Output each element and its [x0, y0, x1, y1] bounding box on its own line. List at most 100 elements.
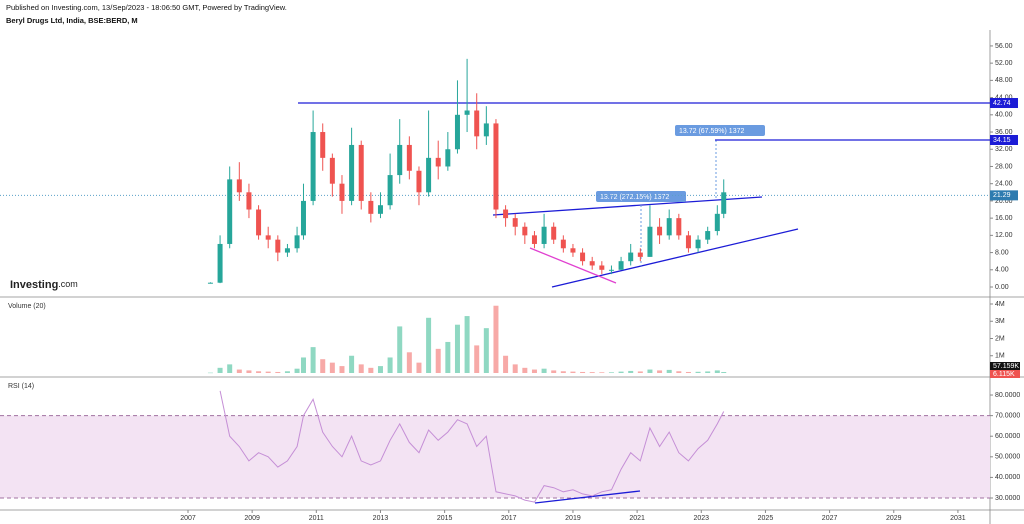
candle-body [300, 200, 306, 236]
candle-body [551, 226, 557, 240]
candle-body [227, 179, 233, 244]
x-tick-label: 2007 [180, 515, 196, 522]
y-tick-label: 28.00 [995, 163, 1013, 170]
x-tick-label: 2031 [950, 515, 966, 522]
y-tick-label: 1M [995, 353, 1005, 360]
logo-suffix: .com [58, 279, 78, 289]
candle-body [608, 269, 614, 271]
volume-bar [522, 367, 528, 373]
candle-body [676, 218, 682, 236]
volume-bar [300, 357, 306, 373]
candle-body [207, 282, 213, 284]
level-label-bg [990, 98, 1018, 109]
volume-bar [284, 371, 290, 373]
last-price-bg [990, 190, 1018, 201]
x-tick-label: 2013 [373, 515, 389, 522]
y-tick-label: 60.0000 [995, 433, 1020, 440]
x-tick-label: 2017 [501, 515, 517, 522]
y-tick-label: 40.00 [995, 112, 1013, 119]
volume-bar [666, 369, 672, 373]
y-tick-label: 24.00 [995, 181, 1013, 188]
volume-bar [551, 370, 557, 373]
candle-body [541, 226, 547, 244]
volume-bar [714, 370, 720, 373]
candle-body [294, 235, 300, 249]
candle-body [657, 226, 663, 236]
candle-body [685, 235, 691, 249]
candle-body [217, 243, 223, 283]
candle-body [666, 218, 672, 236]
volume-bar [580, 371, 586, 373]
volume-bar [294, 368, 300, 373]
y-tick-label: 2M [995, 335, 1005, 342]
volume-bar [512, 364, 518, 373]
volume-bar [657, 370, 663, 373]
x-tick-label: 2019 [565, 515, 581, 522]
volume-bar [464, 316, 470, 373]
candle-body [358, 144, 364, 201]
candle-body [320, 132, 326, 158]
last-price-label: 21.29 [993, 192, 1011, 199]
x-tick-label: 2021 [629, 515, 645, 522]
volume-bar [589, 372, 595, 373]
volume-bar [265, 371, 271, 373]
candle-body [329, 157, 335, 184]
volume-bar [695, 371, 701, 373]
candle-body [618, 261, 624, 270]
y-tick-label: 40.0000 [995, 474, 1020, 481]
candle-body [275, 239, 281, 253]
value-label: 57.159K [993, 363, 1019, 370]
level-label-bg [990, 134, 1018, 145]
volume-bar [493, 305, 499, 373]
candle-body [647, 226, 653, 257]
candle-body [454, 114, 460, 150]
y-tick-label: 56.00 [995, 43, 1013, 50]
volume-bar [628, 370, 634, 373]
candle-body [695, 239, 701, 249]
candle-body [474, 110, 480, 137]
candle-body [426, 157, 432, 193]
y-tick-label: 8.00 [995, 249, 1009, 256]
candle-body [435, 157, 441, 167]
candle-body [570, 248, 576, 253]
y-tick-label: 30.0000 [995, 495, 1020, 502]
volume-bar [454, 324, 460, 373]
volume-bar [503, 355, 509, 373]
volume-bar [227, 364, 233, 373]
measure-label: 13.72 (67.59%) 1372 [679, 128, 744, 135]
y-tick-label: 16.00 [995, 215, 1013, 222]
x-tick-label: 2011 [309, 515, 324, 522]
y-tick-label: 32.00 [995, 146, 1013, 153]
volume-bar [647, 369, 653, 373]
candle-body [705, 231, 711, 240]
volume-bar [246, 370, 252, 373]
x-tick-label: 2015 [437, 515, 453, 522]
y-tick-label: 3M [995, 318, 1005, 325]
candle-body [531, 235, 537, 244]
volume-bar [310, 347, 316, 373]
candle-body [464, 110, 470, 115]
volume-bar [721, 372, 727, 373]
volume-bar [483, 328, 489, 373]
volume-bar [217, 367, 223, 373]
pane-title: Volume (20) [8, 303, 46, 310]
candle-body [628, 252, 634, 262]
candle-body [493, 123, 499, 210]
y-tick-label: 4M [995, 301, 1005, 308]
candle-body [503, 209, 509, 219]
y-tick-label: 20.00 [995, 198, 1013, 205]
candle-body [599, 265, 605, 270]
candle-body [589, 261, 595, 266]
x-tick-label: 2023 [693, 515, 709, 522]
candle-body [406, 144, 412, 171]
candle-body [637, 252, 643, 257]
candle-body [368, 200, 374, 214]
candle-body [560, 239, 566, 249]
y-tick-label: 52.00 [995, 60, 1013, 67]
volume-bar [599, 372, 605, 373]
x-tick-label: 2009 [244, 515, 260, 522]
y-tick-label: 48.00 [995, 77, 1013, 84]
candle-body [580, 252, 586, 262]
volume-bar [275, 371, 281, 373]
